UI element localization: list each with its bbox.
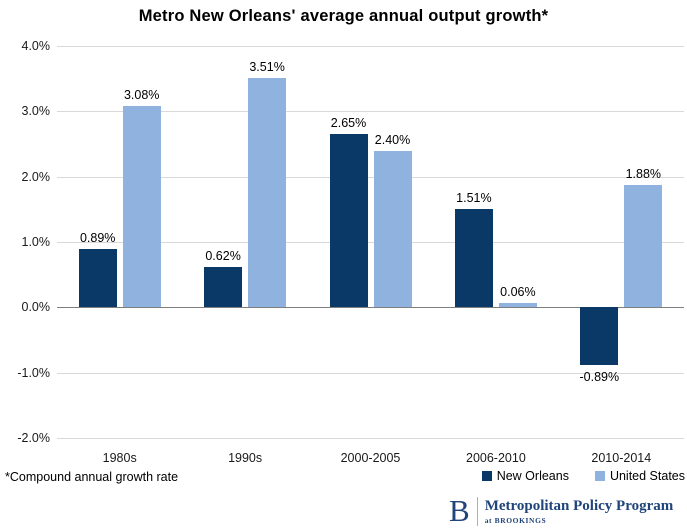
legend-item-new-orleans: New Orleans [481,469,569,483]
y-axis-tick-label: 0.0% [21,300,51,315]
zero-axis-line [57,307,684,309]
bar-value-label-new-orleans-2000-2005: 2.65% [330,116,367,131]
brookings-logo-letter: B [449,493,470,528]
bar-united-states-1980s [122,106,161,308]
y-axis-tick-label: 3.0% [21,104,51,119]
bar-value-label-united-states-2010-2014: 1.88% [625,166,662,181]
gridline [57,372,684,374]
x-axis-tick-label-1990s: 1990s [228,451,263,465]
y-axis-tick-label: -2.0% [17,431,50,445]
y-axis-tick-label: -1.0% [17,365,50,380]
bar-new-orleans-2010-2014 [580,307,619,366]
x-axis-tick-label-1980s: 1980s [102,451,137,465]
legend: New Orleans United States [481,466,685,486]
x-axis-tick-label-2000-2005: 2000-2005 [340,451,401,465]
bar-value-label-new-orleans-1990s: 0.62% [205,248,241,263]
y-axis-tick-label: 2.0% [21,169,51,184]
y-axis-tick-label: 4.0% [21,39,51,53]
bar-new-orleans-1990s [204,266,243,308]
bar-value-label-united-states-2006-2010: 0.06% [500,285,536,300]
bar-value-label-new-orleans-1980s: 0.89% [79,231,116,246]
gridline [57,46,684,47]
bar-value-label-united-states-1990s: 3.51% [249,60,285,74]
bar-value-label-new-orleans-2010-2014: -0.89% [579,369,620,384]
gridline [57,111,684,113]
chart-title: Metro New Orleans' average annual output… [138,7,549,25]
bar-value-label-united-states-1980s: 3.08% [123,88,160,103]
logo-divider-line [476,497,478,526]
legend-swatch-united-states [594,471,605,481]
y-axis-tick-label: 1.0% [21,235,51,249]
gridline [57,242,684,243]
bar-united-states-2000-2005 [373,150,412,308]
bar-new-orleans-2006-2010 [454,208,493,308]
bar-united-states-1990s [248,78,287,308]
legend-label-new-orleans: New Orleans [496,469,569,483]
bar-united-states-2010-2014 [624,184,663,308]
gridline [57,176,684,178]
brookings-logo: B Metropolitan Policy Program at BROOKIN… [449,495,673,527]
footnote: *Compound annual growth rate [5,470,179,484]
gridline [57,438,684,439]
legend-swatch-new-orleans [481,471,492,481]
logo-text-block: Metropolitan Policy Program at BROOKINGS [485,495,674,527]
bar-united-states-2006-2010 [498,303,537,308]
plot-area: 4.0% 3.0% 2.0% 1.0% 0.0% -1.0% -2.0% 0.89% 3.08%… [17,39,684,465]
bar-value-label-new-orleans-2006-2010: 1.51% [456,190,492,205]
x-axis-tick-label-2006-2010: 2006-2010 [466,451,526,465]
logo-brookings-sub: at BROOKINGS [484,515,547,525]
legend-label-united-states: United States [609,469,685,483]
legend-item-united-states: United States [594,469,685,483]
bar-new-orleans-2000-2005 [329,134,368,308]
bar-new-orleans-1980s [78,249,117,308]
bar-value-label-united-states-2000-2005: 2.40% [374,132,411,147]
x-axis-tick-label-2010-2014: 2010-2014 [591,451,652,465]
logo-program-name: Metropolitan Policy Program [484,497,674,514]
